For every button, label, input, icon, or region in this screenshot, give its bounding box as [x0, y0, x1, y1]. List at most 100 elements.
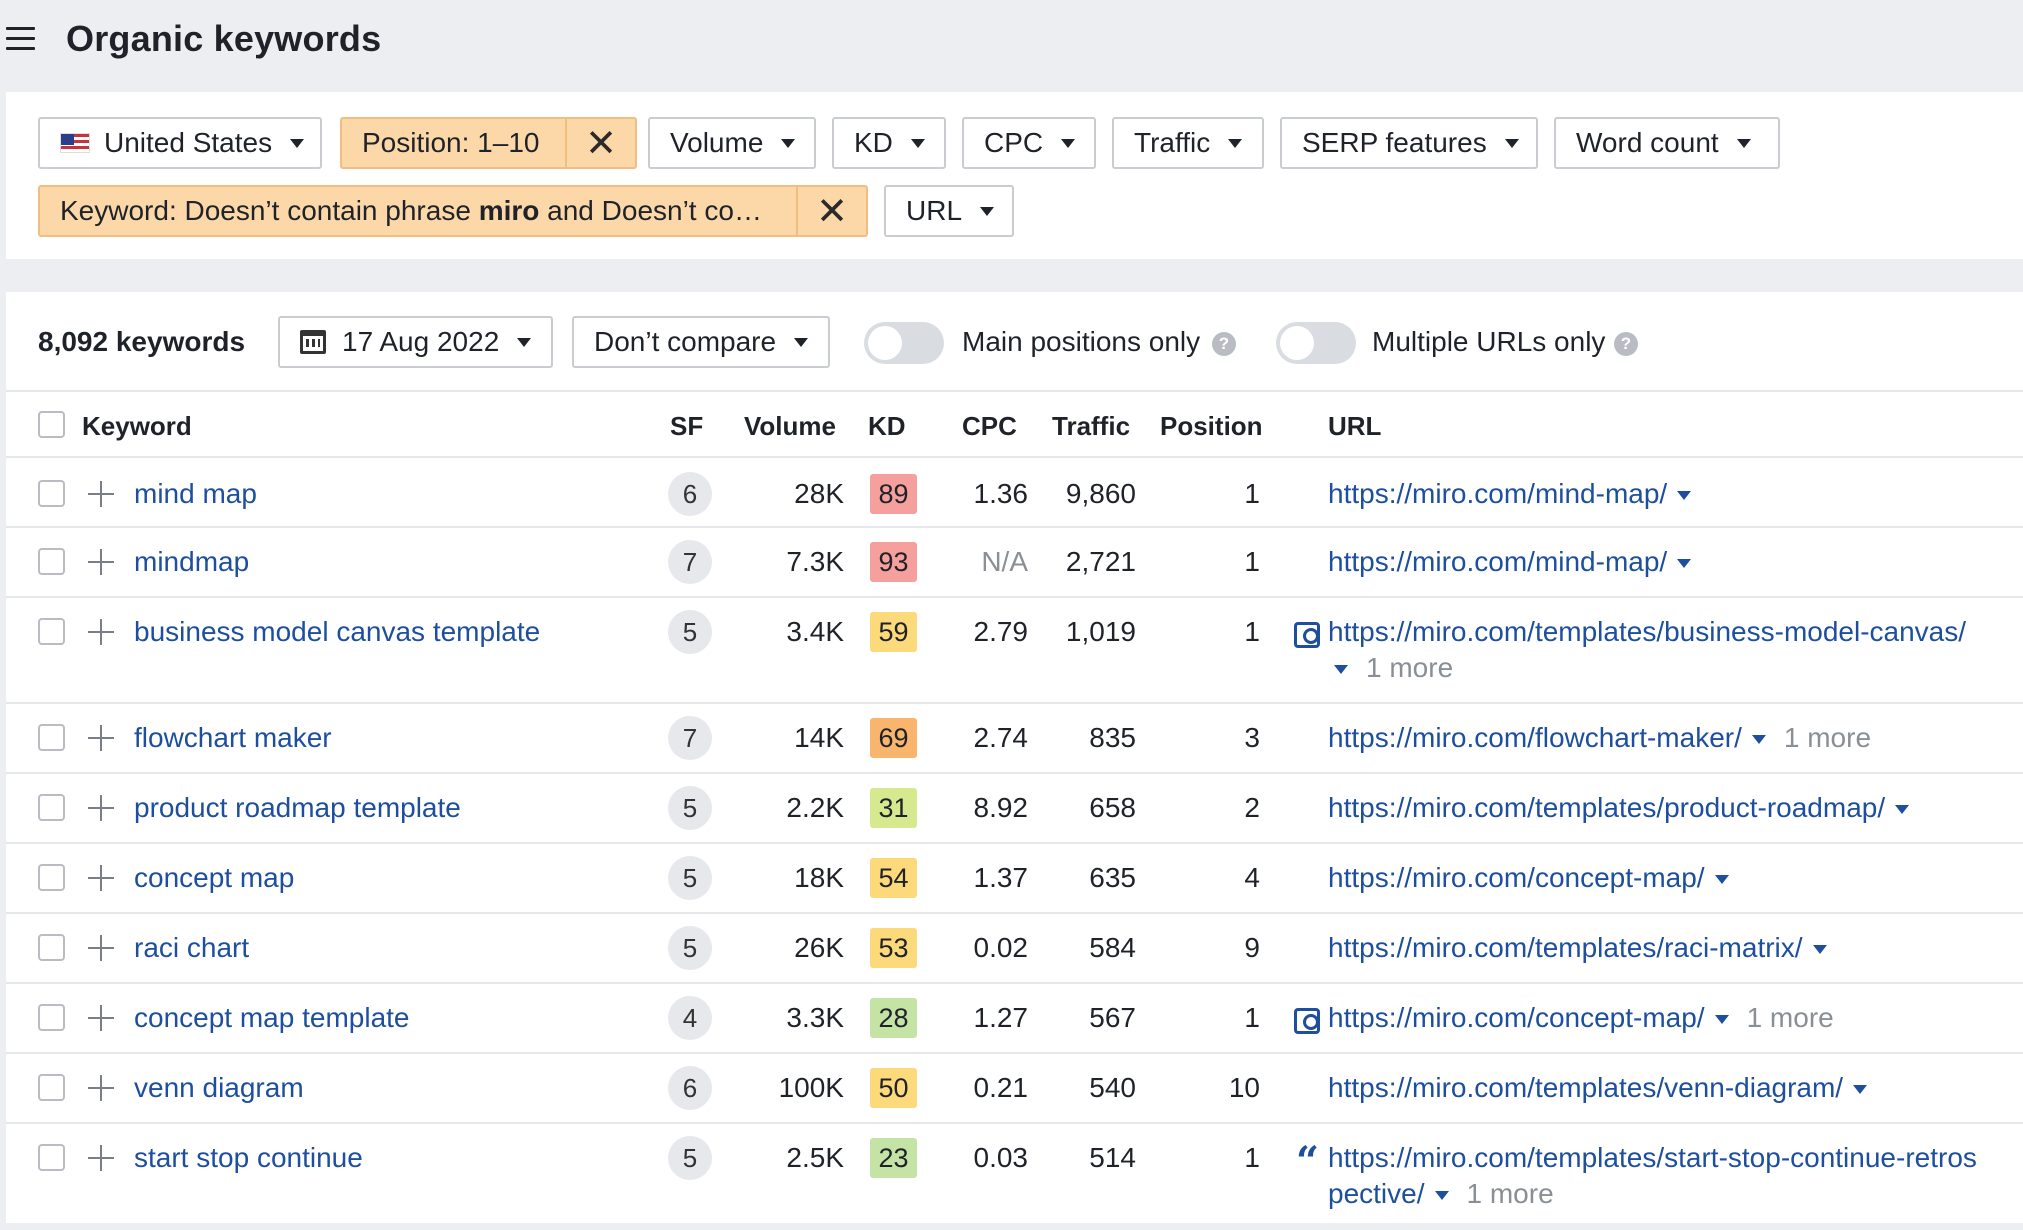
row-checkbox[interactable]	[38, 1074, 65, 1101]
ranking-url-link[interactable]: https://miro.com/mind-map/	[1328, 478, 1668, 509]
chevron-down-icon	[980, 206, 995, 216]
table-row: business model canvas template 5 3.4K 59…	[6, 598, 2023, 704]
row-checkbox[interactable]	[38, 1004, 65, 1031]
keyword-link[interactable]: mindmap	[134, 546, 250, 577]
multiple-urls-help-icon[interactable]: ?	[1614, 332, 1638, 356]
keyword-link[interactable]: business model canvas template	[134, 616, 541, 647]
date-picker-button[interactable]: 17 Aug 2022	[278, 316, 554, 368]
url-dropdown-icon[interactable]	[1853, 1085, 1868, 1095]
sf-count-badge[interactable]: 4	[668, 996, 712, 1040]
keyword-link[interactable]: flowchart maker	[134, 722, 332, 753]
volume-value: 28K	[794, 478, 844, 509]
column-sf[interactable]: SF	[670, 411, 704, 441]
ranking-url-link[interactable]: https://miro.com/flowchart-maker/	[1328, 722, 1742, 753]
keyword-link[interactable]: concept map	[134, 862, 295, 893]
keyword-link[interactable]: raci chart	[134, 932, 250, 963]
add-keyword-icon[interactable]	[88, 619, 114, 645]
keyword-link[interactable]: concept map template	[134, 1002, 410, 1033]
country-filter[interactable]: United States	[38, 117, 322, 169]
more-urls-link[interactable]: 1 more	[1783, 722, 1872, 753]
volume-filter[interactable]: Volume	[648, 117, 816, 169]
remove-keyword-filter-button[interactable]: ✕	[796, 187, 866, 235]
row-checkbox[interactable]	[38, 618, 65, 645]
add-keyword-icon[interactable]	[88, 795, 114, 821]
url-dropdown-icon[interactable]	[1812, 945, 1827, 955]
url-dropdown-icon[interactable]	[1714, 875, 1729, 885]
ranking-url-link[interactable]: https://miro.com/templates/business-mode…	[1328, 616, 1967, 647]
more-urls-link[interactable]: 1 more	[1746, 1002, 1834, 1033]
row-checkbox[interactable]	[38, 724, 65, 751]
row-checkbox[interactable]	[38, 480, 65, 507]
traffic-filter[interactable]: Traffic	[1112, 117, 1264, 169]
keyword-link[interactable]: mind map	[134, 478, 257, 509]
volume-value: 14K	[794, 722, 844, 753]
ranking-url-link[interactable]: https://miro.com/templates/start-stop-co…	[1328, 1142, 1977, 1173]
cpc-filter[interactable]: CPC	[962, 117, 1096, 169]
sf-count-badge[interactable]: 6	[668, 1066, 712, 1110]
row-checkbox[interactable]	[38, 1144, 65, 1171]
ranking-url-link[interactable]: https://miro.com/templates/raci-matrix/	[1328, 932, 1803, 963]
row-checkbox[interactable]	[38, 934, 65, 961]
more-urls-link[interactable]: 1 more	[1466, 1178, 1554, 1209]
serp-features-filter[interactable]: SERP features	[1280, 117, 1538, 169]
keyword-filter[interactable]: Keyword: Doesn’t contain phrase miro and…	[38, 185, 868, 237]
ranking-url-link[interactable]: https://miro.com/templates/product-roadm…	[1328, 792, 1886, 823]
kd-badge: 28	[870, 998, 917, 1038]
add-keyword-icon[interactable]	[88, 549, 114, 575]
menu-icon[interactable]	[6, 27, 35, 51]
sf-count-badge[interactable]: 5	[668, 1136, 712, 1180]
remove-position-filter-button[interactable]: ✕	[565, 119, 635, 167]
column-kd[interactable]: KD	[868, 411, 906, 441]
url-dropdown-icon[interactable]	[1334, 665, 1348, 675]
column-cpc[interactable]: CPC	[962, 411, 1017, 441]
url-dropdown-icon[interactable]	[1895, 805, 1910, 815]
column-position[interactable]: Position	[1160, 411, 1263, 441]
chevron-down-icon	[290, 138, 305, 148]
sf-count-badge[interactable]: 7	[668, 716, 712, 760]
select-all-checkbox[interactable]	[38, 411, 65, 438]
main-positions-help-icon[interactable]: ?	[1212, 332, 1236, 356]
word-count-filter[interactable]: Word count	[1554, 117, 1780, 169]
add-keyword-icon[interactable]	[88, 1145, 114, 1171]
ranking-url-link[interactable]: https://miro.com/concept-map/	[1328, 862, 1705, 893]
column-url[interactable]: URL	[1328, 411, 1382, 441]
add-keyword-icon[interactable]	[88, 481, 114, 507]
sf-count-badge[interactable]: 5	[668, 856, 712, 900]
add-keyword-icon[interactable]	[88, 935, 114, 961]
add-keyword-icon[interactable]	[88, 865, 114, 891]
add-keyword-icon[interactable]	[88, 1075, 114, 1101]
url-dropdown-icon[interactable]	[1677, 559, 1692, 569]
column-keyword[interactable]: Keyword	[82, 411, 192, 441]
add-keyword-icon[interactable]	[88, 725, 114, 751]
row-checkbox[interactable]	[38, 548, 65, 575]
sf-count-badge[interactable]: 7	[668, 540, 712, 584]
column-traffic[interactable]: Traffic	[1052, 411, 1131, 441]
more-urls-link[interactable]: 1 more	[1366, 652, 1454, 683]
keyword-link[interactable]: start stop continue	[134, 1142, 363, 1173]
filter-bar: United States Position: 1–10 ✕ Volume KD…	[6, 92, 2023, 259]
column-volume[interactable]: Volume	[744, 411, 836, 441]
sf-count-badge[interactable]: 6	[668, 472, 712, 516]
url-filter[interactable]: URL	[884, 185, 1014, 237]
add-keyword-icon[interactable]	[88, 1005, 114, 1031]
kd-filter[interactable]: KD	[832, 117, 946, 169]
keyword-link[interactable]: venn diagram	[134, 1072, 304, 1103]
ranking-url-link[interactable]: https://miro.com/mind-map/	[1328, 546, 1668, 577]
row-checkbox[interactable]	[38, 794, 65, 821]
url-dropdown-icon[interactable]	[1714, 1015, 1729, 1025]
sf-count-badge[interactable]: 5	[668, 610, 712, 654]
ranking-url-link-continued[interactable]: pective/	[1328, 1178, 1425, 1209]
url-dropdown-icon[interactable]	[1434, 1191, 1449, 1201]
compare-dropdown[interactable]: Don’t compare	[572, 316, 831, 368]
sf-count-badge[interactable]: 5	[668, 926, 712, 970]
row-checkbox[interactable]	[38, 864, 65, 891]
ranking-url-link[interactable]: https://miro.com/templates/venn-diagram/	[1328, 1072, 1844, 1103]
main-positions-toggle[interactable]	[864, 322, 944, 364]
ranking-url-link[interactable]: https://miro.com/concept-map/	[1328, 1002, 1705, 1033]
position-filter[interactable]: Position: 1–10 ✕	[340, 117, 637, 169]
sf-count-badge[interactable]: 5	[668, 786, 712, 830]
keyword-link[interactable]: product roadmap template	[134, 792, 461, 823]
url-dropdown-icon[interactable]	[1751, 735, 1766, 745]
url-dropdown-icon[interactable]	[1677, 491, 1692, 501]
multiple-urls-toggle[interactable]	[1276, 322, 1356, 364]
